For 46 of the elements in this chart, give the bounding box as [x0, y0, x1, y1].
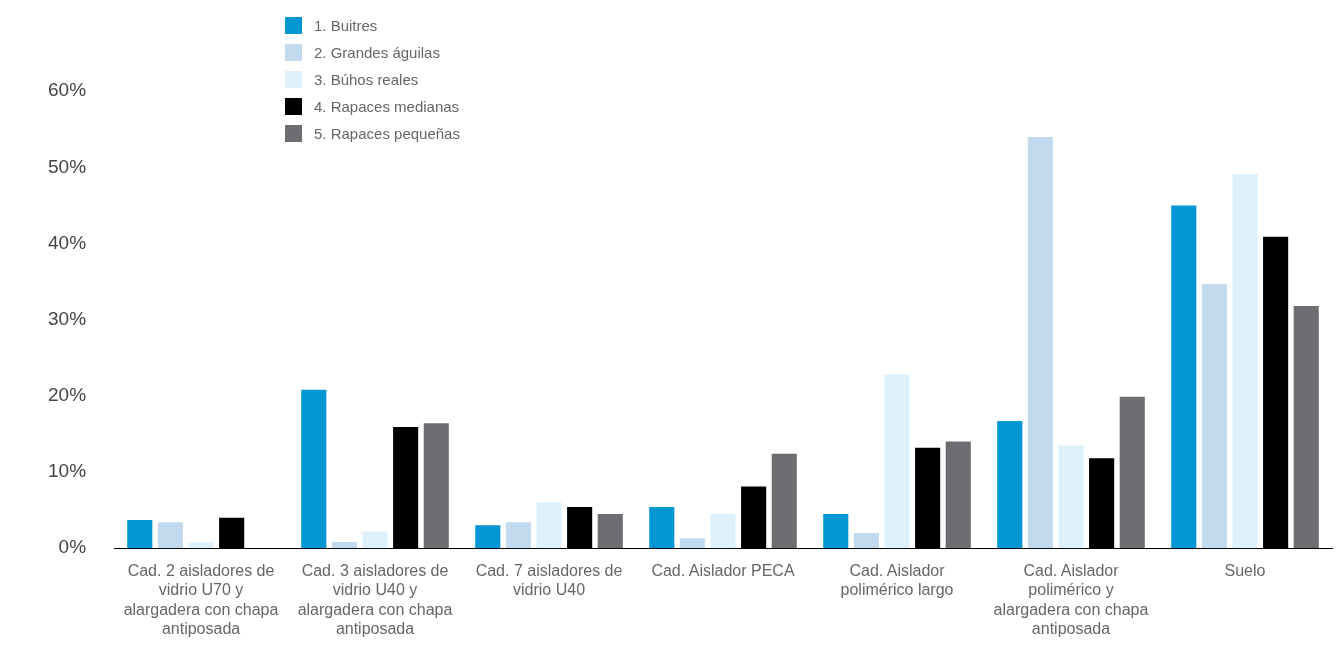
x-tick-label: Cad. Aislador polimérico largo [840, 562, 954, 599]
bar [1058, 445, 1084, 549]
y-tick-label: 20% [48, 384, 87, 406]
y-tick-label: 40% [48, 231, 87, 253]
x-tick-label: Cad. 3 aisladores de vidrio U40 y alargadera con chapa antiposada [297, 562, 453, 637]
bar [853, 532, 879, 549]
y-tick-label: 0% [58, 536, 87, 558]
x-tick-label: Cad. 2 aisladores de vidrio U70 y alargadera con chapa antiposada [123, 562, 279, 637]
bar [331, 542, 357, 549]
bar [997, 421, 1023, 549]
legend-label: 3. Búhos reales [314, 71, 419, 88]
y-tick-label: 50% [48, 155, 87, 177]
bar [945, 441, 971, 549]
bar [157, 522, 183, 549]
bar [362, 531, 388, 549]
bar [710, 513, 736, 549]
legend-label: 1. Buitres [314, 17, 378, 34]
x-tick-label: Cad. Aislador polimérico y alargadera con chapa antiposada [993, 562, 1149, 637]
x-tick-label: Cad. Aislador PECA [651, 562, 795, 580]
bar [679, 538, 705, 549]
legend-label: 5. Rapaces pequeñas [314, 125, 460, 142]
legend-label: 4. Rapaces medianas [314, 98, 460, 115]
y-tick-label: 10% [48, 460, 87, 482]
bar [771, 453, 797, 549]
bar [1119, 396, 1145, 549]
bar [1027, 136, 1053, 549]
bar [301, 389, 327, 549]
y-tick-label: 30% [48, 307, 87, 329]
bar [597, 513, 623, 549]
bar [1293, 306, 1319, 549]
bar [1171, 205, 1197, 549]
legend-label: 2. Grandes águilas [314, 44, 440, 61]
bar [127, 520, 153, 549]
bar [1201, 283, 1227, 549]
x-tick-label: Cad. 7 aisladores de vidrio U40 [475, 562, 623, 599]
bar [475, 525, 501, 549]
y-tick-label: 60% [48, 79, 87, 101]
bar [505, 522, 531, 549]
x-tick-label: Suelo [1224, 562, 1266, 580]
bar [188, 542, 214, 549]
bar [649, 507, 675, 549]
bar [884, 374, 910, 549]
bar [823, 513, 849, 549]
bar [423, 423, 449, 549]
bar [1232, 174, 1258, 549]
bar [536, 502, 562, 549]
